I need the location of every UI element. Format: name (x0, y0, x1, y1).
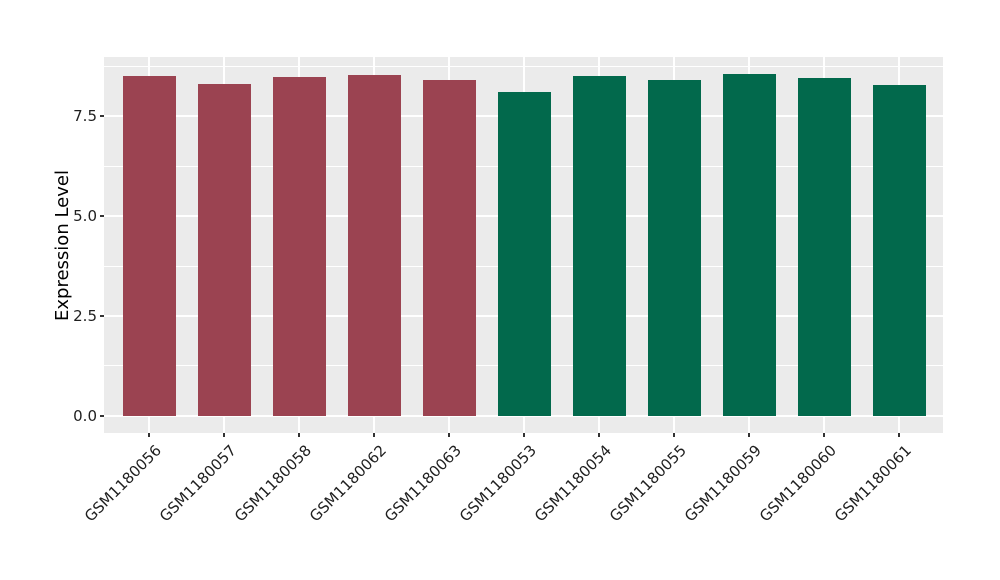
x-tick-mark (298, 433, 300, 437)
x-tick-mark (823, 433, 825, 437)
bar-GSM1180059 (722, 74, 776, 416)
x-tick-mark (598, 433, 600, 437)
minor-gridline (104, 65, 943, 67)
bar-GSM1180060 (797, 78, 851, 416)
x-tick-mark (523, 433, 525, 437)
x-tick-mark (223, 433, 225, 437)
bar-GSM1180061 (872, 84, 926, 416)
x-tick-mark (748, 433, 750, 437)
plot-panel (104, 57, 943, 433)
bar-GSM1180062 (347, 74, 401, 416)
bar-GSM1180054 (572, 76, 626, 416)
y-tick-mark (100, 415, 104, 417)
y-tick-label: 5.0 (73, 207, 97, 226)
x-tick-mark (148, 433, 150, 437)
y-axis-title: Expression Level (51, 169, 73, 321)
bar-GSM1180056 (122, 75, 176, 416)
y-tick-mark (100, 115, 104, 117)
major-gridline (104, 415, 943, 417)
bar-GSM1180057 (197, 84, 251, 416)
y-tick-label: 0.0 (73, 406, 97, 425)
bar-GSM1180058 (272, 76, 326, 416)
y-tick-mark (100, 315, 104, 317)
y-tick-mark (100, 215, 104, 217)
bar-GSM1180063 (422, 80, 476, 416)
x-tick-mark (673, 433, 675, 437)
x-tick-mark (448, 433, 450, 437)
x-tick-mark (898, 433, 900, 437)
bar-GSM1180053 (497, 91, 551, 416)
x-tick-mark (373, 433, 375, 437)
bar-GSM1180055 (647, 80, 701, 416)
y-tick-label: 2.5 (73, 306, 97, 325)
y-tick-label: 7.5 (73, 107, 97, 126)
